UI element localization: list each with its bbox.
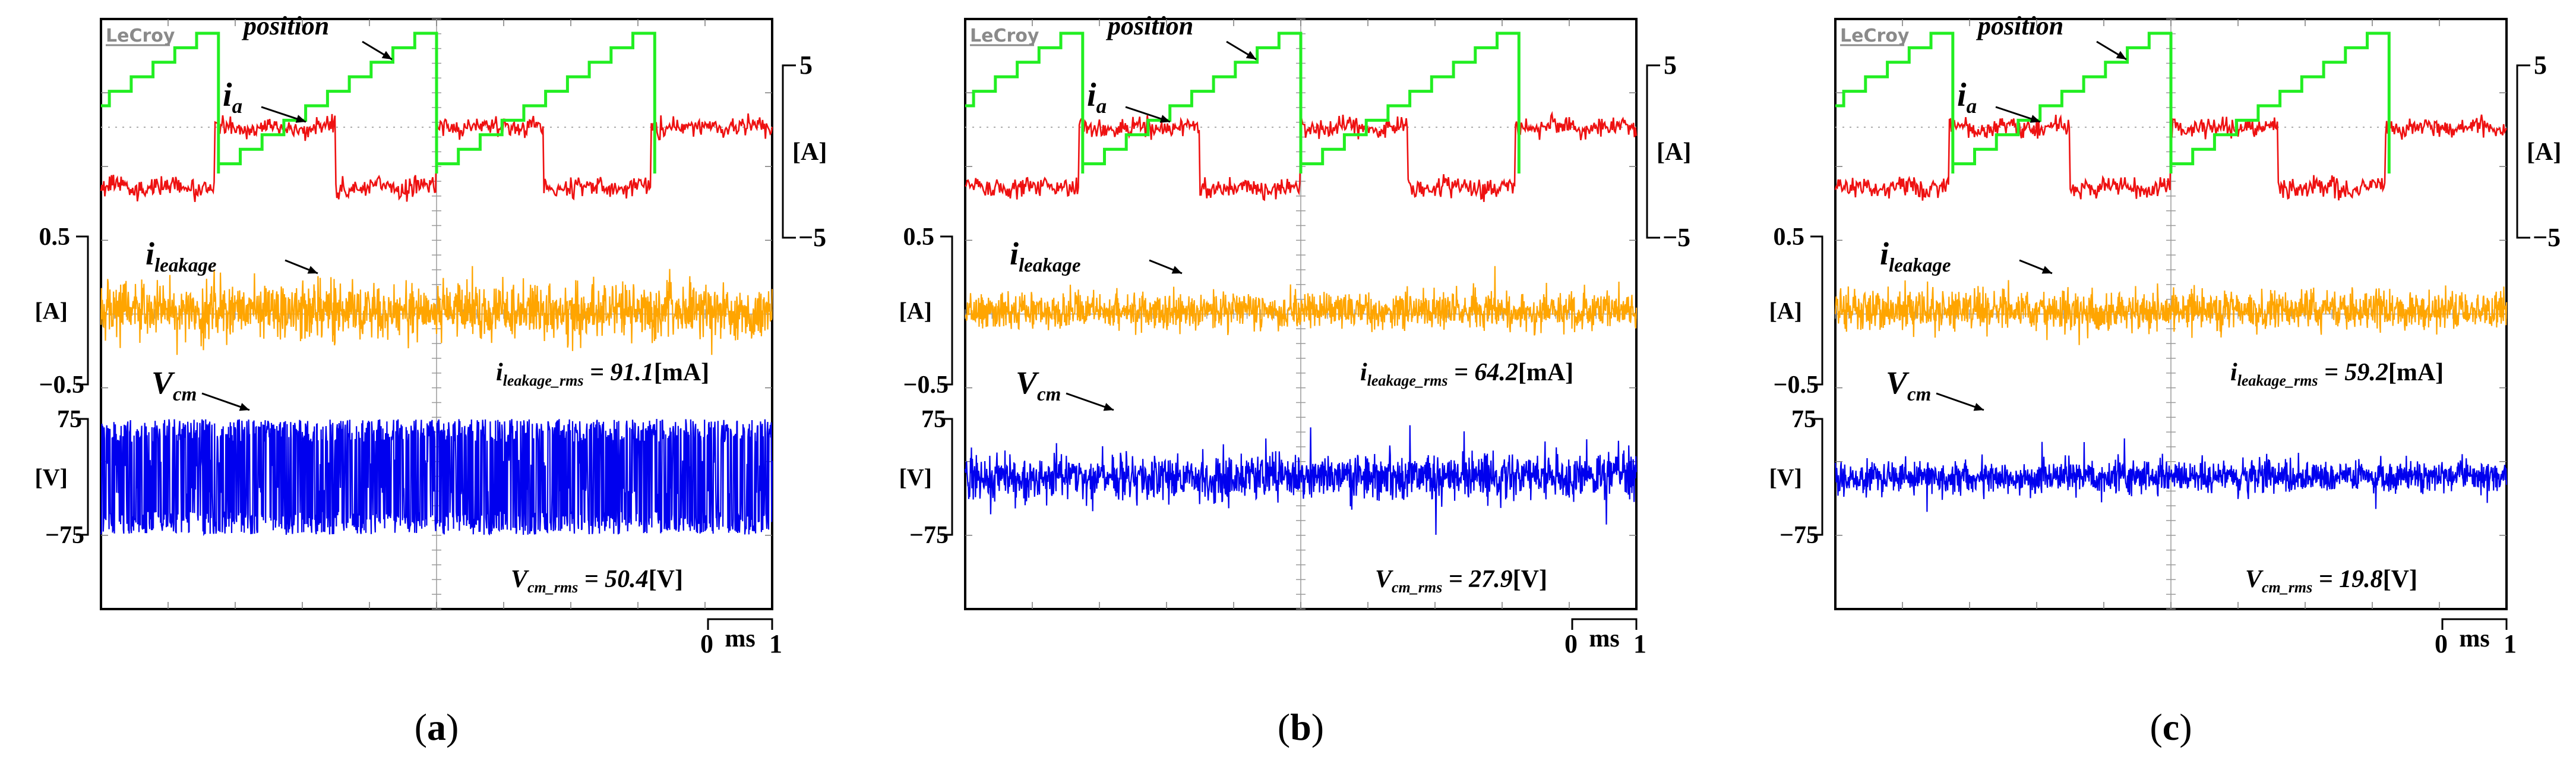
vcm-scale-bracket: 75 [V] −75 — [899, 406, 953, 549]
vcm-rms-annotation: Vcm_rms = 19.8[V] — [2245, 566, 2417, 596]
position-waveform — [101, 31, 656, 174]
vcm-label: Vcm — [1016, 365, 1061, 405]
position-label: position — [1105, 11, 1193, 40]
ileakage-scale-bracket: 0.5 [A] −0.5 — [34, 223, 89, 399]
ia-arrow — [261, 106, 306, 123]
ileakage-arrow — [2019, 259, 2053, 275]
vcm-arrow — [1936, 392, 1984, 411]
time-scale-min: 0 — [2435, 629, 2448, 658]
time-scale-max: 1 — [2504, 629, 2517, 658]
vcm-arrow — [201, 392, 250, 411]
ileakage-scale-unit: [A] — [1769, 298, 1802, 324]
vcm-scale-bracket: 75 [V] −75 — [1769, 406, 1823, 549]
ileakage-scale-max: 0.5 — [39, 223, 71, 251]
ia-arrow — [1125, 106, 1171, 123]
position-arrow — [2096, 40, 2127, 61]
ia-label: ia — [1087, 77, 1107, 118]
ileakage-scale-bracket: 0.5 [A] −0.5 — [1769, 223, 1823, 399]
time-scale-min: 0 — [1564, 629, 1578, 658]
time-scale-unit: ms — [2459, 625, 2489, 652]
time-scale-bracket: 0 ms 1 — [1564, 618, 1646, 658]
ia-label: ia — [223, 77, 242, 118]
panel-caption: (b) — [1278, 706, 1324, 748]
vcm-scale-unit: [V] — [34, 464, 68, 491]
vcm-scale-min: −75 — [909, 522, 949, 549]
position-arrow — [1226, 40, 1257, 61]
scope-panel: LeCroy position ia ileakage Vcm ileakage_rms … — [899, 11, 1691, 748]
vcm-arrow — [1066, 392, 1114, 411]
ia-scale-bracket: 5 [A] −5 — [2516, 51, 2561, 252]
scope-brand-logo: LeCroy — [970, 26, 1039, 46]
scope-brand-logo: LeCroy — [106, 26, 175, 46]
scope-panel: LeCroy position ia ileakage Vcm ileakage_rms … — [1769, 11, 2561, 748]
ileakage-label: ileakage — [146, 236, 216, 276]
ia-scale-unit: [A] — [2527, 138, 2561, 166]
ileakage-rms-annotation: ileakage_rms = 91.1[mA] — [496, 359, 709, 389]
ia-scale-bracket: 5 [A] −5 — [782, 51, 827, 252]
time-scale-max: 1 — [769, 629, 782, 658]
ileakage-scale-min: −0.5 — [903, 371, 949, 399]
ileakage-scale-bracket: 0.5 [A] −0.5 — [899, 223, 953, 399]
ileakage-scale-max: 0.5 — [903, 223, 935, 251]
position-label: position — [241, 11, 329, 40]
vcm-waveform — [1834, 438, 2508, 512]
ia-scale-min: −5 — [1662, 223, 1690, 252]
time-scale-unit: ms — [1589, 625, 1619, 652]
vcm-label: Vcm — [1886, 365, 1931, 405]
ileakage-scale-unit: [A] — [899, 298, 932, 324]
vcm-rms-annotation: Vcm_rms = 50.4[V] — [511, 566, 683, 596]
vcm-label: Vcm — [151, 365, 197, 405]
ileakage-waveform — [965, 266, 1638, 336]
vcm-scale-unit: [V] — [899, 464, 932, 491]
ileakage-waveform — [100, 266, 773, 355]
ia-scale-max: 5 — [2534, 51, 2547, 80]
ileakage-scale-min: −0.5 — [1774, 371, 1819, 399]
ia-scale-unit: [A] — [792, 138, 827, 166]
vcm-scale-max: 75 — [57, 406, 82, 433]
ileakage-rms-annotation: ileakage_rms = 59.2[mA] — [2230, 359, 2444, 389]
ileakage-arrow — [285, 259, 318, 275]
position-arrow — [362, 40, 393, 61]
time-scale-min: 0 — [700, 629, 713, 658]
ia-scale-bracket: 5 [A] −5 — [1646, 51, 1691, 252]
time-scale-unit: ms — [725, 625, 755, 652]
time-scale-max: 1 — [1633, 629, 1646, 658]
position-waveform — [965, 31, 1521, 174]
position-waveform — [1835, 31, 2391, 174]
ileakage-arrow — [1149, 259, 1183, 275]
ileakage-scale-min: −0.5 — [39, 371, 84, 399]
vcm-rms-annotation: Vcm_rms = 27.9[V] — [1375, 566, 1547, 596]
ia-scale-unit: [A] — [1657, 138, 1691, 166]
ileakage-label: ileakage — [1880, 236, 1951, 276]
ia-label: ia — [1957, 77, 1977, 118]
vcm-scale-min: −75 — [45, 522, 84, 549]
ileakage-scale-unit: [A] — [34, 298, 68, 324]
vcm-scale-unit: [V] — [1769, 464, 1802, 491]
vcm-waveform — [964, 425, 1638, 535]
time-scale-bracket: 0 ms 1 — [700, 618, 782, 658]
position-label: position — [1976, 11, 2063, 40]
vcm-waveform — [100, 418, 773, 537]
panel-caption: (a) — [415, 706, 459, 748]
scope-brand-logo: LeCroy — [1840, 26, 1910, 46]
panel-caption: (c) — [2150, 706, 2192, 748]
scope-panel: LeCroy position ia ileakage Vcm ileakage_rms … — [34, 11, 827, 748]
ia-scale-max: 5 — [1664, 51, 1677, 80]
ileakage-rms-annotation: ileakage_rms = 64.2[mA] — [1360, 359, 1573, 389]
ia-arrow — [1995, 106, 2041, 123]
ia-scale-min: −5 — [798, 223, 826, 252]
time-scale-bracket: 0 ms 1 — [2435, 618, 2517, 658]
ileakage-waveform — [1834, 280, 2508, 345]
ia-scale-min: −5 — [2533, 223, 2561, 252]
vcm-scale-max: 75 — [1791, 406, 1816, 433]
vcm-scale-min: −75 — [1780, 522, 1819, 549]
vcm-scale-max: 75 — [921, 406, 946, 433]
ia-scale-max: 5 — [799, 51, 813, 80]
vcm-scale-bracket: 75 [V] −75 — [34, 406, 89, 549]
ileakage-label: ileakage — [1010, 236, 1080, 276]
ileakage-scale-max: 0.5 — [1774, 223, 1805, 251]
